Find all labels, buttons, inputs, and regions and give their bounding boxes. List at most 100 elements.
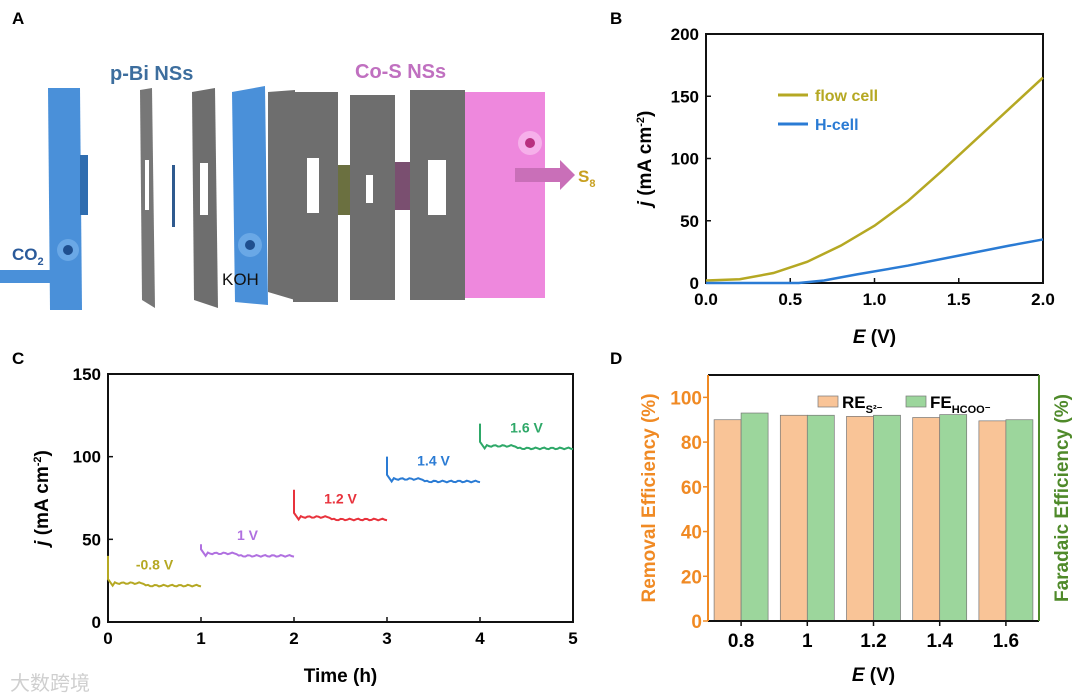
y-tick-label: 50 bbox=[680, 212, 699, 231]
koh-label: KOH bbox=[222, 270, 259, 289]
y-tick-label: 150 bbox=[73, 365, 101, 384]
co2-inlet-arrow bbox=[0, 270, 58, 283]
series-line-h-cell bbox=[706, 238, 1044, 285]
s8-outlet-arrow bbox=[515, 160, 575, 190]
x-tick-label: 1.4 bbox=[926, 631, 953, 652]
series-line bbox=[200, 544, 295, 558]
series-label: -0.8 V bbox=[136, 557, 174, 573]
x-tick-label: 0.5 bbox=[778, 290, 802, 309]
legend-label: RES²⁻ bbox=[842, 393, 883, 416]
legend-label: FEHCOO⁻ bbox=[930, 393, 991, 416]
y-axis-label: j (mA cm-2) bbox=[635, 111, 656, 210]
x-tick-label: 1.2 bbox=[860, 631, 886, 652]
co2-label: CO2 bbox=[12, 245, 44, 268]
y-tick-label: 0 bbox=[691, 612, 702, 633]
x-tick-label: 1.6 bbox=[993, 631, 1019, 652]
x-axis-label-part: (V) bbox=[865, 665, 896, 686]
bar-re bbox=[978, 420, 1007, 622]
y-tick-label: 40 bbox=[681, 523, 702, 544]
x-tick-label: 5 bbox=[568, 629, 577, 648]
x-axis-label-part: E bbox=[853, 327, 867, 348]
panel-label-d: D bbox=[610, 349, 622, 368]
legend-label: flow cell bbox=[815, 88, 878, 105]
y-axis-label-part: -2 bbox=[32, 457, 44, 467]
y-tick-label: 0 bbox=[92, 613, 101, 632]
bar-fe bbox=[1005, 419, 1034, 622]
series-label: 1.2 V bbox=[324, 490, 357, 506]
x-tick-label: 1.0 bbox=[863, 290, 887, 309]
y-tick-label: 60 bbox=[681, 478, 702, 499]
y-axis-label-part: ) bbox=[32, 450, 53, 456]
y-tick-label: 100 bbox=[670, 388, 702, 409]
y-axis-label-part: j bbox=[32, 540, 53, 549]
y-tick-label: 100 bbox=[671, 150, 699, 169]
series-line bbox=[293, 489, 388, 522]
bar-re bbox=[912, 417, 941, 622]
y-axis-label-right: Faradaic Efficiency (%) bbox=[1052, 394, 1073, 602]
series-label: 1.6 V bbox=[510, 419, 543, 435]
x-axis-label: Time (h) bbox=[304, 666, 378, 687]
y-axis-label-part: ) bbox=[635, 111, 656, 117]
bar-re bbox=[713, 419, 742, 622]
x-tick-label: 3 bbox=[382, 629, 391, 648]
panel-label-b: B bbox=[610, 9, 622, 28]
series-line bbox=[107, 555, 202, 588]
legend-subscript: HCOO⁻ bbox=[952, 404, 991, 416]
y-tick-label: 80 bbox=[681, 433, 702, 454]
bar-re bbox=[779, 414, 808, 622]
x-tick-label: 4 bbox=[475, 629, 485, 648]
co-s-label: Co-S NSs bbox=[355, 61, 446, 83]
y-axis-label-part: j bbox=[635, 200, 656, 209]
plot-frame bbox=[705, 33, 1044, 284]
panel-label-c: C bbox=[12, 349, 24, 368]
x-tick-label: 0.8 bbox=[728, 631, 754, 652]
legend-swatch bbox=[817, 395, 839, 408]
x-axis-label: E (V) bbox=[852, 665, 895, 686]
s8-label: S8 bbox=[578, 167, 595, 190]
y-tick-label: 0 bbox=[690, 274, 699, 293]
series-line-flow-cell bbox=[705, 76, 1044, 282]
bar-fe bbox=[873, 414, 901, 622]
x-tick-label: 1 bbox=[802, 631, 813, 652]
y-axis-label-part: -2 bbox=[635, 117, 647, 127]
bar-fe bbox=[740, 412, 769, 622]
x-tick-label: 1.5 bbox=[947, 290, 971, 309]
series-label: 1 V bbox=[237, 527, 259, 543]
chart-b-current-vs-potential: 0.0 0.5 1.0 1.5 2.0 0 50 100 150 200 flow cell H-ce… bbox=[635, 25, 1055, 348]
x-tick-label: 1 bbox=[196, 629, 205, 648]
y-axis-label: j (mA cm-2) bbox=[32, 450, 53, 549]
cell-schematic: CO2 KOH S8 p-Bi NSs Co-S NSs bbox=[0, 61, 595, 310]
y-tick-label: 50 bbox=[82, 530, 101, 549]
x-tick-label: 2.0 bbox=[1031, 290, 1055, 309]
plot-frame bbox=[107, 373, 574, 623]
legend-swatch bbox=[905, 395, 927, 408]
y-tick-label: 150 bbox=[671, 87, 699, 106]
x-tick-label: 0 bbox=[103, 629, 112, 648]
y-axis-label-part: (mA cm bbox=[32, 466, 53, 540]
bar-re bbox=[846, 416, 874, 622]
series-label: 1.4 V bbox=[417, 452, 450, 468]
legend-label: H-cell bbox=[815, 117, 859, 134]
x-tick-label: 2 bbox=[289, 629, 298, 648]
bar-fe bbox=[939, 414, 968, 622]
y-axis-label-left: Removal Efficiency (%) bbox=[639, 393, 660, 602]
legend-name: RE bbox=[842, 393, 866, 412]
y-tick-label: 100 bbox=[73, 448, 101, 467]
panel-label-a: A bbox=[12, 9, 24, 28]
x-tick-label: 0.0 bbox=[694, 290, 718, 309]
p-bi-label: p-Bi NSs bbox=[110, 63, 193, 85]
legend-name: FE bbox=[930, 393, 952, 412]
y-tick-label: 20 bbox=[681, 567, 702, 588]
x-axis-label-part: (V) bbox=[866, 327, 897, 348]
series-line bbox=[479, 423, 574, 451]
y-tick-label: 200 bbox=[671, 25, 699, 44]
watermark: 大数跨境 bbox=[10, 672, 90, 695]
x-axis-label: E (V) bbox=[853, 327, 896, 348]
chart-d-efficiency-bars: 0.8 1 1.2 1.4 1.6 0 20 40 60 80 100 RES²⁻ FEHCOO⁻ E (… bbox=[639, 374, 1073, 686]
x-axis-label-part: E bbox=[852, 665, 866, 686]
bar-fe bbox=[806, 414, 835, 622]
series-line bbox=[386, 456, 481, 484]
anode-end-plate bbox=[465, 92, 545, 298]
legend-subscript: S²⁻ bbox=[866, 404, 883, 416]
